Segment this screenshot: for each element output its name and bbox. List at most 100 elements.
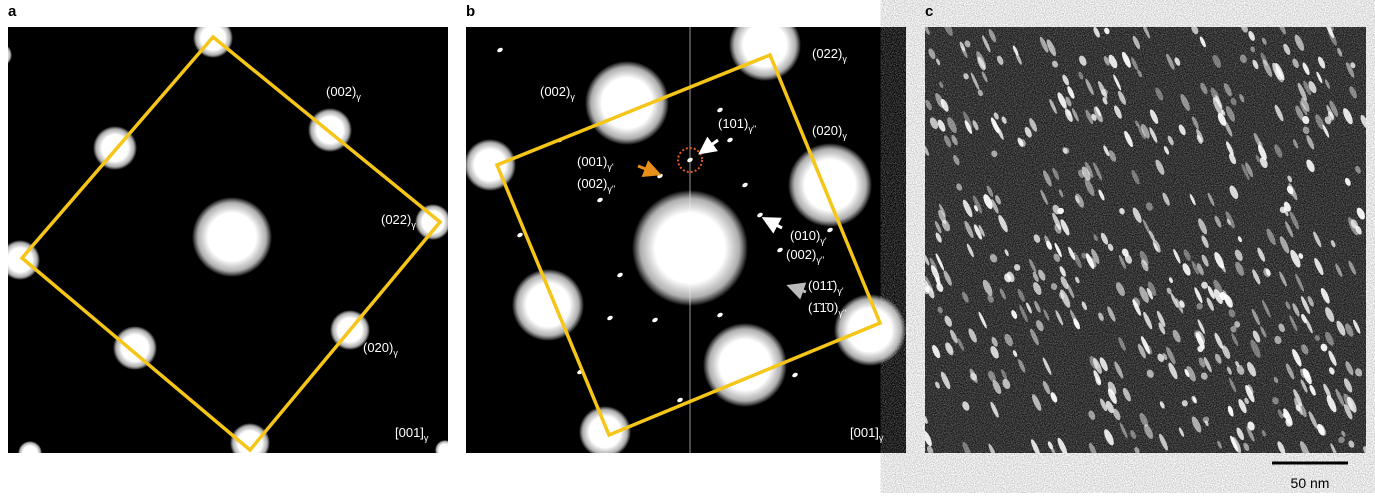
precipitate [1093,27,1100,38]
precipitate [951,135,958,146]
precipitate [1252,59,1259,70]
precipitate [1053,253,1061,262]
annotation: (002)γ'' [577,176,616,194]
precipitate [1200,82,1208,95]
precipitate [1274,104,1284,122]
precipitate [1322,124,1330,138]
precipitate [1328,367,1335,375]
precipitate [1234,249,1243,261]
precipitate [1166,287,1172,295]
precipitate [987,294,994,303]
precipitate [935,253,945,271]
precipitate [1202,416,1210,423]
precipitate [1302,62,1310,76]
precipitate [925,253,930,266]
precipitate [972,195,983,214]
annotation: (010)γ' [790,228,827,246]
precipitate [1189,194,1196,206]
precipitate [936,58,941,66]
precipitate [977,56,986,71]
precipitate [1054,242,1062,258]
precipitate [1252,330,1261,343]
precipitate [1348,260,1356,275]
precipitate [1328,350,1337,366]
precipitate [1047,441,1054,450]
precipitate [1149,230,1155,242]
precipitate [1141,259,1149,272]
precipitate [1214,353,1222,364]
precipitate [1093,370,1102,385]
precipitate [1301,97,1310,112]
precipitate [1266,228,1276,246]
minor-spot [677,397,683,403]
precipitate [968,328,977,343]
precipitate [1197,331,1206,344]
precipitate [950,329,958,344]
precipitate [1252,269,1261,285]
precipitate [1063,147,1070,154]
precipitate [1121,51,1131,68]
precipitate [1093,162,1103,181]
precipitate [940,371,951,390]
precipitate [1108,150,1117,162]
precipitate [1168,277,1174,284]
precipitate [1231,332,1239,347]
precipitate [1213,279,1223,295]
precipitate [1107,306,1116,322]
precipitate [1132,35,1141,50]
precipitate [964,220,974,239]
highlight-circle [677,147,703,173]
precipitate [1261,430,1267,437]
precipitate [981,71,988,83]
precipitate [1230,325,1237,333]
precipitate [1330,240,1336,248]
precipitate [1081,301,1088,311]
precipitate [1355,165,1361,174]
annotation-subscript: γ [411,220,416,230]
precipitate [1100,398,1108,412]
precipitate [1132,299,1142,316]
precipitate [1345,361,1354,376]
precipitate [978,224,985,237]
precipitate [1247,361,1257,377]
precipitate [1107,243,1114,252]
precipitate [926,445,934,453]
annotation-subscript: γ'' [607,184,615,194]
precipitate [1234,321,1241,328]
precipitate [1030,328,1039,346]
precipitate [1255,155,1261,163]
precipitate [1241,163,1250,181]
annotation-text: (1̄1̄0) [808,300,838,315]
precipitate [1065,96,1072,107]
precipitate [1197,345,1204,353]
annotation-subscript: γ'' [838,308,846,318]
precipitate [1217,440,1222,449]
precipitate [1324,79,1331,89]
precipitate [1326,395,1337,413]
precipitate [1345,62,1355,78]
precipitate [1343,393,1354,411]
precipitate [1147,281,1157,296]
precipitate [1060,289,1071,308]
precipitate [982,279,993,296]
precipitate [1363,446,1366,453]
precipitate [1113,74,1122,91]
precipitate [928,48,936,60]
precipitate [1140,336,1151,354]
precipitate [1293,388,1303,407]
precipitate [1214,332,1224,349]
arrow [786,282,807,300]
diffraction-spot [632,190,748,306]
annotation: (020)γ [363,340,398,358]
precipitate [1119,208,1125,215]
precipitate [1282,411,1289,419]
annotation-text: (020) [812,123,842,138]
diffraction-spot [466,139,516,191]
precipitate [959,41,966,52]
annotation-text: (011̄) [808,278,837,293]
precipitate [990,346,999,359]
precipitate [1236,427,1245,441]
diffraction-spot [192,197,272,277]
annotation: (101)γ'' [718,116,757,134]
precipitate [1032,394,1042,411]
